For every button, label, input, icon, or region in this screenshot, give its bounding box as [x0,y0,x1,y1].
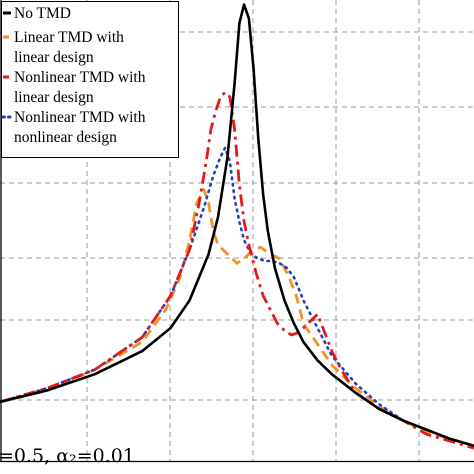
legend-label: Nonlinear TMD with [14,109,146,126]
legend-label: linear design [14,49,94,66]
legend-box [1,1,179,158]
series-group [0,3,474,450]
legend-entry-no-tmd: No TMD [3,5,71,22]
legend-entry-nl-lin: Nonlinear TMD with linear design [3,69,146,106]
legend-label: Linear TMD with [14,29,124,46]
legend-entry-nl-nl: Nonlinear TMD with nonlinear design [1,109,146,146]
legend-label: linear design [14,89,94,106]
parameter-annotation: =0.5, α₂=0.01 [0,445,135,467]
series-line-no-tmd [0,3,474,448]
legend-label: No TMD [14,5,71,22]
legend-label: Nonlinear TMD with [14,69,146,86]
legend-entry-linear: Linear TMD with linear design [3,29,124,66]
series-line-nl-nl [0,146,474,448]
legend-label: nonlinear design [14,129,117,146]
series-line-nl-lin [0,91,474,450]
